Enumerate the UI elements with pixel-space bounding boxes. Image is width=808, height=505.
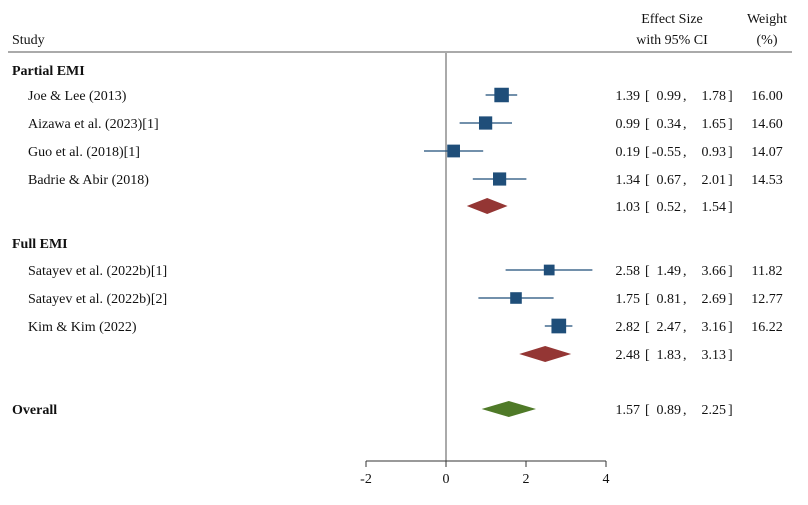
group-0-summary-ci-open-bracket: [ (645, 200, 650, 215)
study-6-ci-comma: , (683, 320, 687, 335)
study-6-ci-upper-value: 3.16 (702, 320, 727, 335)
study-1-ci-comma: , (683, 117, 687, 132)
study-1-label: Aizawa et al. (2023)[1] (28, 117, 159, 132)
study-6-point-marker (551, 318, 567, 334)
overall-label: Overall (12, 403, 57, 418)
study-0-ci-close-bracket: ] (728, 89, 733, 104)
study-2-label: Guo et al. (2018)[1] (28, 145, 140, 160)
study-1-ci-open-bracket: [ (645, 117, 650, 132)
group-1-heading: Full EMI (12, 237, 68, 252)
group-1-summary-ci-comma: , (683, 348, 687, 363)
study-5-ci-lower-value: 0.81 (657, 292, 682, 307)
group-1-summary-ci-open-bracket: [ (645, 348, 650, 363)
study-5-ci-close-bracket: ] (728, 292, 733, 307)
x-axis: -2 0 2 4 (360, 460, 610, 487)
study-2-point-marker (447, 144, 460, 158)
overall-summary-ci-close-bracket: ] (728, 403, 733, 418)
overall-summary-ci-upper-value: 2.25 (702, 403, 727, 418)
study-3-ci-open-bracket: [ (645, 173, 650, 188)
overall-summary-ci-comma: , (683, 403, 687, 418)
study-0-ci-open-bracket: [ (645, 89, 650, 104)
study-3-es-value: 1.34 (616, 173, 641, 188)
study-4-ci-close-bracket: ] (728, 264, 733, 279)
group-1-summary-es-value: 2.48 (616, 348, 641, 363)
group-0-summary-es-value: 1.03 (616, 200, 641, 215)
study-4-es-value: 2.58 (616, 264, 641, 279)
study-4-weight-value: 11.82 (752, 264, 783, 279)
group-1-summary-ci-close-bracket: ] (728, 348, 733, 363)
study-4-ci-upper-value: 3.66 (702, 264, 727, 279)
study-6-weight-value: 16.22 (751, 320, 783, 335)
study-5-ci-upper-value: 2.69 (702, 292, 727, 307)
study-3-ci-upper-value: 2.01 (702, 173, 727, 188)
x-tick-label-2: 2 (523, 472, 530, 487)
study-3-point-marker (493, 172, 507, 186)
x-tick-label-0: 0 (443, 472, 450, 487)
group-0-summary-ci-lower-value: 0.52 (657, 200, 682, 215)
study-0-point-marker (494, 87, 509, 103)
study-4-label: Satayev et al. (2022b)[1] (28, 264, 167, 279)
study-5-es-value: 1.75 (616, 292, 641, 307)
study-5-ci-comma: , (683, 292, 687, 307)
weight-header-line1: Weight (747, 12, 787, 27)
overall-summary-ci-open-bracket: [ (645, 403, 650, 418)
study-3-ci-comma: , (683, 173, 687, 188)
study-3-ci-lower-value: 0.67 (657, 173, 682, 188)
study-5-weight-value: 12.77 (751, 292, 783, 307)
study-0-es-value: 1.39 (616, 89, 641, 104)
x-tick-label--2: -2 (360, 472, 372, 487)
study-1-ci-upper-value: 1.65 (702, 117, 727, 132)
study-6-ci-lower-value: 2.47 (657, 320, 682, 335)
overall-summary-es-value: 1.57 (616, 403, 641, 418)
study-2-ci-lower-value: -0.55 (652, 145, 681, 160)
study-4-ci-lower-value: 1.49 (657, 264, 682, 279)
study-4-ci-comma: , (683, 264, 687, 279)
study-3-label: Badrie & Abir (2018) (28, 173, 149, 188)
study-3-weight-value: 14.53 (751, 173, 783, 188)
study-2-weight-value: 14.07 (751, 145, 783, 160)
study-column-header: Study (12, 33, 45, 48)
study-1-weight-value: 14.60 (751, 117, 783, 132)
study-0-ci-comma: , (683, 89, 687, 104)
study-6-ci-open-bracket: [ (645, 320, 650, 335)
study-4-point-marker (543, 264, 555, 276)
effect-size-header-line1: Effect Size (641, 12, 703, 27)
group-0-summary-ci-upper-value: 1.54 (702, 200, 727, 215)
group-1-summary-ci-lower-value: 1.83 (657, 348, 682, 363)
study-5-ci-open-bracket: [ (645, 292, 650, 307)
study-0-label: Joe & Lee (2013) (28, 89, 127, 104)
study-2-ci-comma: , (683, 145, 687, 160)
group-1-summary-ci-upper-value: 3.13 (702, 348, 727, 363)
forest-rows: Partial EMI Joe & Lee (2013) 1.39 [0.99, 1.7… (12, 53, 783, 461)
overall-summary-ci-lower-value: 0.89 (657, 403, 682, 418)
group-0-summary-diamond (466, 198, 508, 214)
study-1-ci-close-bracket: ] (728, 117, 733, 132)
study-6-ci-close-bracket: ] (728, 320, 733, 335)
study-2-ci-close-bracket: ] (728, 145, 733, 160)
study-4-ci-open-bracket: [ (645, 264, 650, 279)
study-2-es-value: 0.19 (616, 145, 641, 160)
effect-size-header-line2: with 95% CI (636, 33, 708, 48)
group-1-summary-diamond (519, 346, 572, 362)
study-5-point-marker (510, 292, 522, 304)
overall-summary-diamond (481, 401, 536, 417)
study-6-es-value: 2.82 (616, 320, 641, 335)
study-5-label: Satayev et al. (2022b)[2] (28, 292, 167, 307)
weight-header-line2: (%) (757, 33, 778, 48)
study-3-ci-close-bracket: ] (728, 173, 733, 188)
study-1-es-value: 0.99 (616, 117, 641, 132)
study-0-ci-upper-value: 1.78 (702, 89, 727, 104)
study-0-ci-lower-value: 0.99 (657, 89, 682, 104)
study-2-ci-open-bracket: [ (645, 145, 650, 160)
group-0-summary-ci-comma: , (683, 200, 687, 215)
study-2-ci-upper-value: 0.93 (702, 145, 727, 160)
x-tick-label-4: 4 (603, 472, 610, 487)
study-1-ci-lower-value: 0.34 (657, 117, 682, 132)
study-6-label: Kim & Kim (2022) (28, 320, 137, 335)
study-1-point-marker (478, 116, 493, 130)
group-0-summary-ci-close-bracket: ] (728, 200, 733, 215)
study-0-weight-value: 16.00 (751, 89, 783, 104)
group-0-heading: Partial EMI (12, 64, 85, 79)
